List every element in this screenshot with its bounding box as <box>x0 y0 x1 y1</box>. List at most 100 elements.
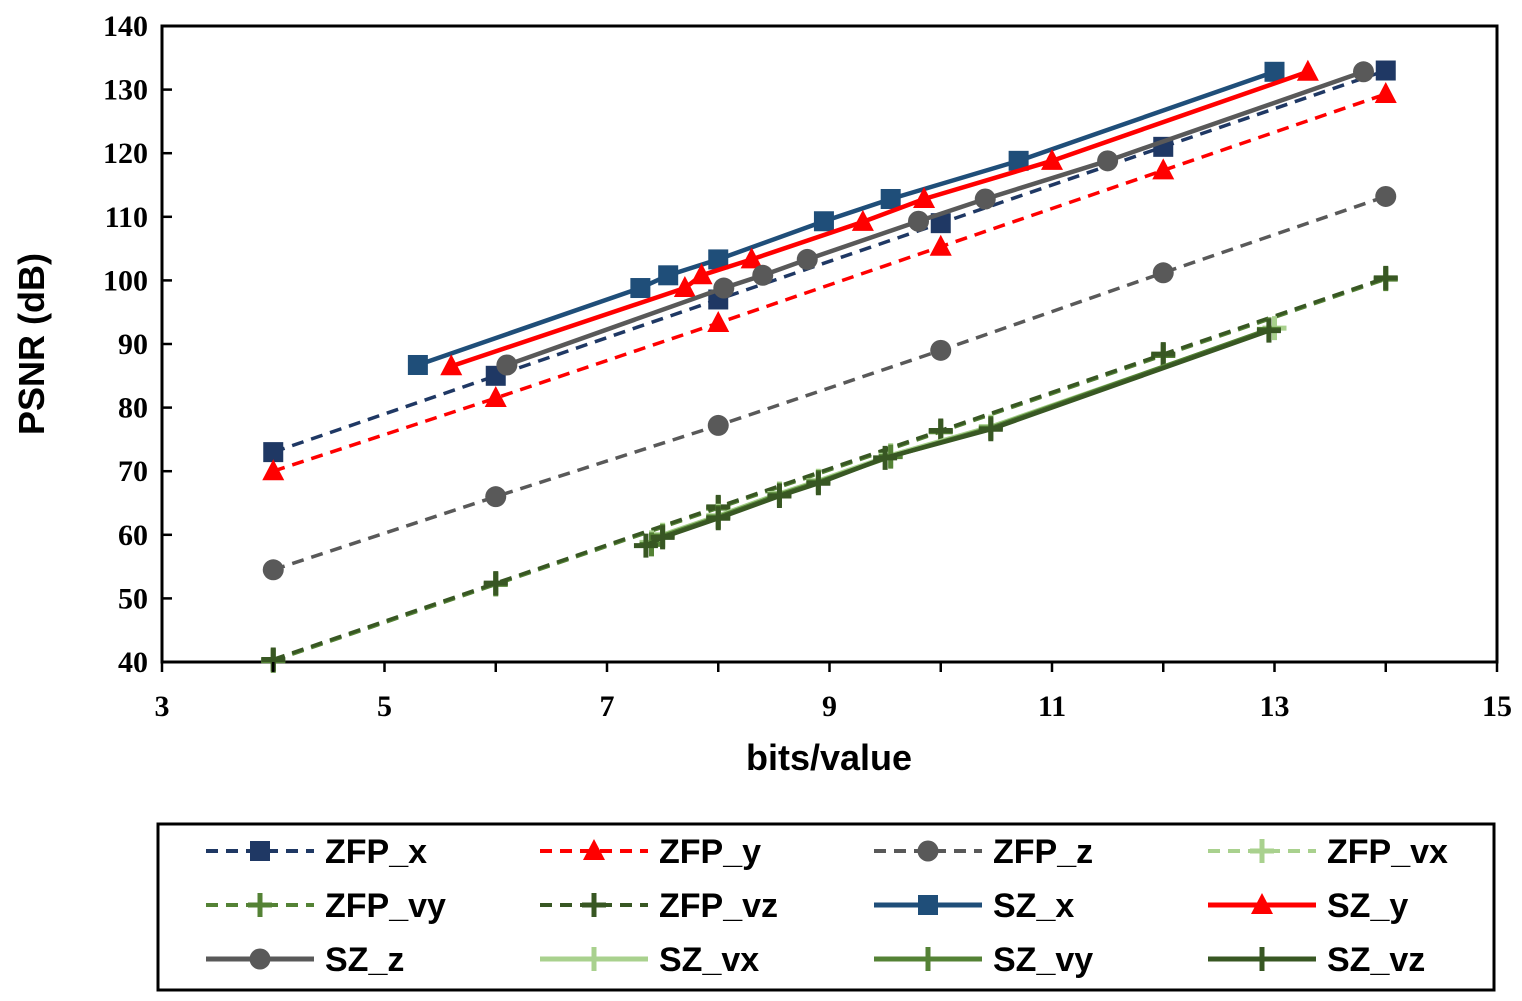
y-tick-label: 90 <box>118 328 148 361</box>
point-ZFP_y <box>707 311 730 333</box>
legend-label-SZ_vx: SZ_vx <box>659 941 759 979</box>
point-SZ_x <box>658 265 679 286</box>
point-ZFP_y <box>262 459 285 481</box>
point-SZ_vz <box>650 525 675 550</box>
y-tick-label: 140 <box>103 10 148 43</box>
point-SZ_y <box>673 276 696 298</box>
y-tick-label: 40 <box>118 646 148 679</box>
legend-label-ZFP_vy: ZFP_vy <box>325 887 446 925</box>
point-SZ_z <box>1353 61 1374 83</box>
legend-marker-ZFP_vy <box>248 893 272 917</box>
legend-marker-ZFP_vx <box>1250 839 1274 863</box>
legend-item-ZFP_y: ZFP_y <box>540 833 761 871</box>
legend-label-SZ_z: SZ_z <box>325 941 404 979</box>
point-SZ_y <box>440 354 463 376</box>
series-ZFP_vz <box>261 265 1398 672</box>
legend-item-ZFP_x: ZFP_x <box>206 833 427 871</box>
y-axis-ticks: 40 50 60 70 80 90 100 110 120 130 140 <box>103 10 172 679</box>
x-tick-label: 7 <box>600 690 615 723</box>
point-ZFP_x <box>930 213 951 234</box>
y-axis-title: PSNR (dB) <box>11 253 52 435</box>
point-SZ_x <box>1264 61 1285 82</box>
legend-item-ZFP_z: ZFP_z <box>874 833 1093 871</box>
point-SZ_y <box>1296 59 1319 81</box>
series-SZ_vz <box>633 318 1281 558</box>
point-SZ_y <box>740 247 763 269</box>
point-SZ_z <box>908 210 929 232</box>
legend-label-ZFP_y: ZFP_y <box>659 833 761 871</box>
point-ZFP_z <box>1375 185 1397 207</box>
legend-item-SZ_vz: SZ_vz <box>1208 941 1425 979</box>
point-SZ_x <box>708 249 729 270</box>
y-tick-label: 110 <box>105 201 148 234</box>
legend-label-ZFP_vz: ZFP_vz <box>659 887 778 925</box>
x-tick-label: 13 <box>1260 690 1290 723</box>
point-SZ_vz <box>978 417 1003 442</box>
legend-label-ZFP_vx: ZFP_vx <box>1327 833 1448 871</box>
legend-label-ZFP_x: ZFP_x <box>325 833 427 871</box>
point-SZ_x <box>630 278 651 299</box>
legend-item-SZ_vx: SZ_vx <box>540 941 759 979</box>
point-SZ_z <box>1097 150 1119 172</box>
point-ZFP_vz <box>928 418 953 443</box>
series-layer <box>261 59 1398 673</box>
legend-item-ZFP_vy: ZFP_vy <box>206 887 446 925</box>
plot-area <box>160 24 1499 664</box>
series-SZ_z <box>496 61 1374 376</box>
x-axis-title: bits/value <box>746 737 912 778</box>
x-axis-ticks: 3 5 7 9 11 13 15 <box>155 662 1512 723</box>
y-tick-label: 60 <box>118 519 148 552</box>
point-SZ_z <box>752 264 774 286</box>
y-tick-label: 70 <box>118 455 148 488</box>
point-SZ_x <box>880 188 901 209</box>
line-ZFP_x <box>272 68 1387 454</box>
legend-marker-SZ_z <box>249 948 271 970</box>
point-ZFP_vz <box>1151 342 1176 367</box>
point-ZFP_vz <box>1373 265 1398 290</box>
point-ZFP_z <box>1152 262 1174 284</box>
legend-marker-SZ_vz <box>1250 947 1274 971</box>
point-SZ_z <box>713 277 735 299</box>
legend-marker-ZFP_z <box>917 840 939 862</box>
point-ZFP_x <box>263 442 284 463</box>
point-SZ_z <box>496 354 518 376</box>
legend-label-ZFP_z: ZFP_z <box>993 833 1093 871</box>
point-SZ_y <box>1041 148 1063 170</box>
legend-marker-SZ_y <box>1251 893 1273 914</box>
legend-marker-SZ_x <box>918 895 938 915</box>
line-SZ_vz <box>644 328 1270 548</box>
point-SZ_vz <box>806 471 831 496</box>
legend-item-ZFP_vx: ZFP_vx <box>1208 833 1448 871</box>
line-ZFP_y <box>272 92 1387 473</box>
x-tick-label: 9 <box>822 690 837 723</box>
point-ZFP_z <box>262 559 284 581</box>
legend-marker-SZ_vy <box>916 947 940 971</box>
legend-item-SZ_z: SZ_z <box>206 941 404 979</box>
point-SZ_x <box>813 211 834 232</box>
y-tick-label: 80 <box>118 392 148 425</box>
y-tick-label: 120 <box>103 137 148 170</box>
series-ZFP_z <box>262 185 1397 581</box>
y-tick-label: 130 <box>103 74 148 107</box>
line-ZFP_z <box>272 194 1387 572</box>
series-SZ_x <box>407 61 1285 375</box>
y-tick-label: 50 <box>118 582 148 615</box>
legend-label-SZ_y: SZ_y <box>1327 887 1408 925</box>
point-ZFP_z <box>930 339 952 361</box>
legend-item-SZ_vy: SZ_vy <box>874 941 1093 979</box>
point-SZ_y <box>851 209 874 231</box>
point-ZFP_y <box>484 386 507 408</box>
point-SZ_vz <box>1256 318 1281 343</box>
line-ZFP_vz <box>272 276 1387 662</box>
point-ZFP_y <box>1152 158 1175 180</box>
legend-item-SZ_y: SZ_y <box>1208 887 1408 925</box>
legend-marker-ZFP_x <box>250 841 270 861</box>
x-tick-label: 3 <box>155 690 170 723</box>
point-SZ_vz <box>767 484 792 509</box>
point-SZ_vz <box>633 533 658 558</box>
legend-label-SZ_vy: SZ_vy <box>993 941 1093 979</box>
point-SZ_y <box>913 186 936 208</box>
point-SZ_z <box>796 248 818 270</box>
legend-label-SZ_x: SZ_x <box>993 887 1074 925</box>
